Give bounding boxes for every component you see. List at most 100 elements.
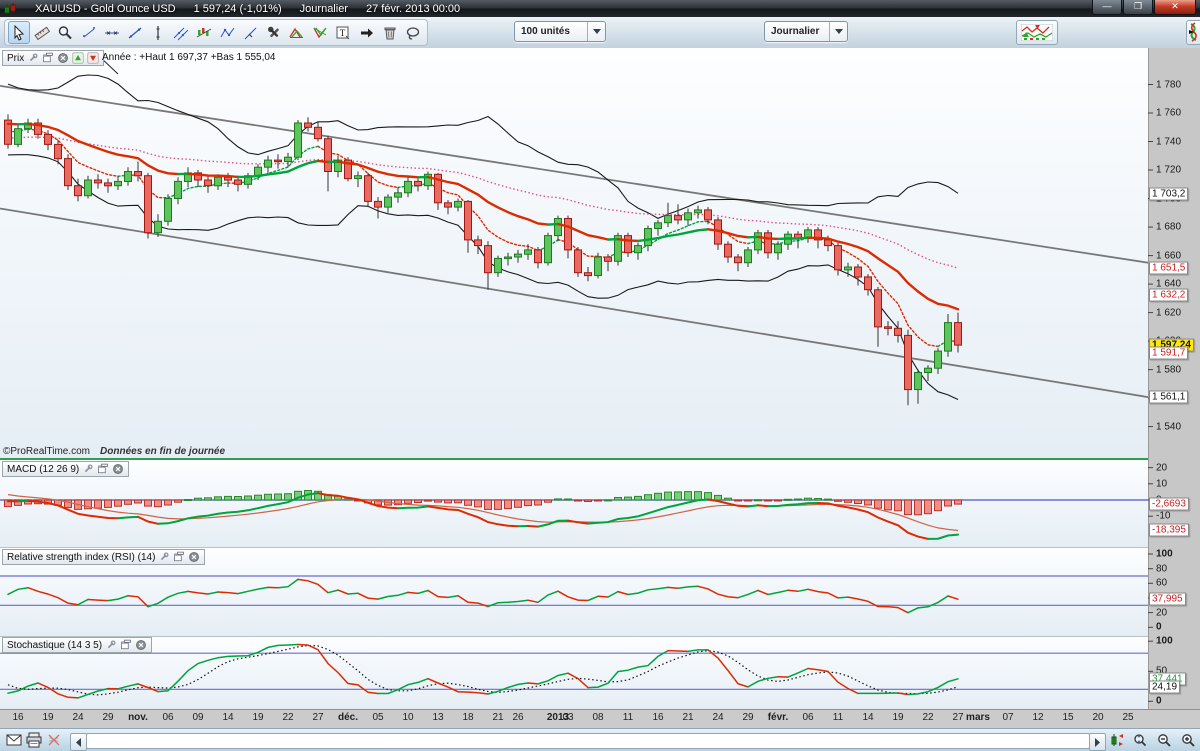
stoch-value-label: 24,19 bbox=[1149, 680, 1180, 693]
year-high-low-annotation: Année : +Haut 1 697,37 +Bas 1 555,04 bbox=[102, 52, 275, 63]
window-icon[interactable] bbox=[97, 464, 109, 475]
price-axis-tick: 1 720 bbox=[1156, 165, 1200, 176]
regression-tool-tool-button[interactable] bbox=[193, 21, 215, 44]
period-dropdown-value: Journalier bbox=[765, 26, 825, 37]
price-axis-tick: 1 780 bbox=[1156, 79, 1200, 90]
window-icon[interactable] bbox=[42, 53, 54, 64]
price-level-label: 1 591,7 bbox=[1149, 346, 1188, 359]
text-tool-tool-button[interactable]: T bbox=[332, 21, 354, 44]
close-icon[interactable] bbox=[57, 53, 69, 64]
copyright-row: ©ProRealTime.com Données en fin de journ… bbox=[3, 446, 225, 457]
arrow-up-icon[interactable] bbox=[72, 53, 84, 64]
price-axis-tick: 1 760 bbox=[1156, 108, 1200, 119]
wrench-icon[interactable] bbox=[158, 552, 170, 563]
scroll-right-button[interactable] bbox=[1089, 733, 1106, 751]
indicator-icon bbox=[1187, 21, 1200, 42]
macd-value-label: -2,6693 bbox=[1149, 498, 1189, 511]
rsi-axis-tick: 20 bbox=[1156, 607, 1200, 618]
svg-text:T: T bbox=[340, 28, 346, 38]
time-axis-tick: 25 bbox=[1106, 712, 1150, 723]
minimize-button[interactable]: — bbox=[1092, 0, 1122, 15]
stoch-panel-title: Stochastique (14 3 5) bbox=[7, 640, 102, 651]
wrench-icon[interactable] bbox=[105, 640, 117, 651]
stoch-axis-tick: 100 bbox=[1156, 636, 1200, 647]
rsi-panel-title: Relative strength index (RSI) (14) bbox=[7, 552, 155, 563]
pattern-up-tool-button[interactable] bbox=[286, 21, 308, 44]
price-axis-tick: 1 620 bbox=[1156, 307, 1200, 318]
window-icon[interactable] bbox=[120, 640, 132, 651]
drawing-toolbar: T 100 unités Journalier bbox=[0, 17, 1200, 49]
price-panel-header[interactable]: Prix bbox=[2, 50, 104, 66]
toolbar-overflow-button[interactable] bbox=[1186, 20, 1200, 45]
time-axis-tick: 26 bbox=[496, 712, 540, 723]
price-panel-title: Prix bbox=[7, 53, 24, 64]
close-button[interactable]: ✕ bbox=[1154, 0, 1196, 15]
mail-icon[interactable] bbox=[4, 731, 24, 749]
price-level-label: 1 651,5 bbox=[1149, 261, 1188, 274]
drawing-tools-tool-button[interactable] bbox=[263, 21, 285, 44]
zigzag-tool-tool-button[interactable] bbox=[217, 21, 239, 44]
price-plot-background[interactable] bbox=[0, 48, 1148, 458]
price-level-label: 1 561,1 bbox=[1149, 390, 1188, 403]
stoch-plot-background[interactable] bbox=[0, 637, 1148, 709]
parallel-lines-tool-button[interactable] bbox=[170, 21, 192, 44]
period-dropdown[interactable]: Journalier bbox=[764, 21, 848, 42]
ruler-tool-button[interactable] bbox=[31, 21, 53, 44]
zoom-out-icon[interactable] bbox=[1154, 731, 1174, 749]
price-axis-tick: 1 580 bbox=[1156, 364, 1200, 375]
close-icon[interactable] bbox=[188, 552, 200, 563]
chart-style-button[interactable] bbox=[1016, 20, 1058, 45]
arrow-down-icon[interactable] bbox=[87, 53, 99, 64]
macd-plot-background[interactable] bbox=[0, 460, 1148, 546]
stoch-axis-tick: 0 bbox=[1156, 696, 1200, 707]
zoom-in-icon[interactable] bbox=[1178, 731, 1198, 749]
delete-tool-tool-button[interactable] bbox=[379, 21, 401, 44]
price-axis-tick: 1 540 bbox=[1156, 421, 1200, 432]
rsi-axis-tick: 80 bbox=[1156, 563, 1200, 574]
price-axis-tick: 1 660 bbox=[1156, 250, 1200, 261]
window-title-period: Journalier bbox=[300, 3, 348, 15]
rsi-value-label: 37,995 bbox=[1149, 593, 1186, 606]
oblique-line-tool-button[interactable] bbox=[124, 21, 146, 44]
rsi-panel-header[interactable]: Relative strength index (RSI) (14) bbox=[2, 549, 205, 565]
horizontal-line-tool-button[interactable] bbox=[101, 21, 123, 44]
title-bar[interactable]: XAUUSD - Gold Ounce USD 1 597,24 (-1,01%… bbox=[0, 0, 1200, 17]
macd-panel-header[interactable]: MACD (12 26 9) bbox=[2, 461, 129, 477]
point-segment-tool-button[interactable] bbox=[78, 21, 100, 44]
rsi-axis-tick: 0 bbox=[1156, 622, 1200, 633]
copyright-text: ©ProRealTime.com bbox=[3, 446, 90, 457]
vertical-line-tool-button[interactable] bbox=[147, 21, 169, 44]
window-icon[interactable] bbox=[173, 552, 185, 563]
restore-button[interactable]: ❐ bbox=[1123, 0, 1153, 15]
macd-axis-tick: -10 bbox=[1156, 511, 1200, 522]
rsi-axis-tick: 100 bbox=[1156, 549, 1200, 560]
units-dropdown[interactable]: 100 unités bbox=[514, 21, 606, 42]
macd-axis-tick: 10 bbox=[1156, 478, 1200, 489]
zoom-tool-button[interactable] bbox=[54, 21, 76, 44]
stoch-panel-header[interactable]: Stochastique (14 3 5) bbox=[2, 637, 152, 653]
cursor-tool-button[interactable] bbox=[8, 21, 30, 44]
close-icon[interactable] bbox=[135, 640, 147, 651]
print-icon[interactable] bbox=[24, 731, 44, 749]
close-icon[interactable] bbox=[112, 464, 124, 475]
scroll-left-button[interactable] bbox=[70, 733, 87, 751]
wrench-icon[interactable] bbox=[27, 53, 39, 64]
wrench-icon[interactable] bbox=[82, 464, 94, 475]
tool-tray: T bbox=[4, 19, 428, 46]
chevron-down-icon[interactable] bbox=[587, 22, 605, 41]
pattern-down-tool-button[interactable] bbox=[309, 21, 331, 44]
window-title-price: 1 597,24 (-1,01%) bbox=[194, 3, 282, 15]
macd-axis-tick: 20 bbox=[1156, 462, 1200, 473]
horizontal-scrollbar[interactable] bbox=[86, 733, 1090, 749]
arrow-tool-tool-button[interactable] bbox=[356, 21, 378, 44]
chevron-down-icon[interactable] bbox=[829, 22, 847, 41]
channel-tool-tool-button[interactable] bbox=[240, 21, 262, 44]
zoom-vertical-icon[interactable] bbox=[1130, 731, 1150, 749]
candle-zoom-icon[interactable] bbox=[1108, 731, 1128, 749]
lasso-tool-tool-button[interactable] bbox=[402, 21, 424, 44]
price-axis-tick: 1 740 bbox=[1156, 136, 1200, 147]
app-icon bbox=[4, 3, 17, 15]
rsi-axis-tick: 60 bbox=[1156, 578, 1200, 589]
window-title-symbol: XAUUSD - Gold Ounce USD bbox=[35, 3, 176, 15]
